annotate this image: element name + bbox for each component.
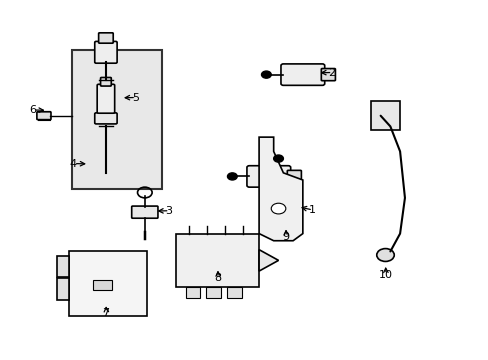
Circle shape (227, 173, 237, 180)
Polygon shape (259, 249, 278, 271)
Bar (185, 287, 200, 298)
Bar (176, 234, 259, 287)
Bar (69, 251, 147, 316)
Circle shape (271, 203, 285, 214)
Text: 3: 3 (165, 206, 172, 216)
Bar (370, 102, 399, 130)
Bar (93, 280, 112, 290)
Circle shape (261, 71, 271, 78)
FancyBboxPatch shape (97, 84, 115, 113)
Bar (57, 278, 69, 300)
FancyBboxPatch shape (131, 206, 158, 218)
Polygon shape (259, 137, 302, 241)
FancyBboxPatch shape (246, 166, 290, 187)
Text: 7: 7 (102, 308, 109, 318)
FancyBboxPatch shape (95, 113, 117, 124)
FancyBboxPatch shape (99, 33, 113, 43)
Text: 8: 8 (214, 273, 221, 283)
Text: 6: 6 (29, 105, 37, 115)
FancyBboxPatch shape (37, 112, 51, 120)
FancyBboxPatch shape (321, 68, 335, 81)
FancyBboxPatch shape (95, 41, 117, 63)
FancyBboxPatch shape (281, 64, 324, 85)
Bar (226, 287, 241, 298)
Circle shape (376, 249, 393, 261)
Circle shape (273, 155, 283, 162)
Bar (57, 256, 69, 277)
FancyBboxPatch shape (287, 170, 301, 183)
Text: 4: 4 (70, 159, 77, 169)
Text: 1: 1 (308, 205, 315, 215)
Text: 9: 9 (282, 232, 289, 242)
FancyBboxPatch shape (101, 77, 111, 86)
Text: 5: 5 (132, 93, 139, 103)
Bar (206, 287, 221, 298)
Text: 10: 10 (378, 270, 392, 280)
Bar (72, 50, 162, 189)
Text: 2: 2 (328, 68, 335, 78)
